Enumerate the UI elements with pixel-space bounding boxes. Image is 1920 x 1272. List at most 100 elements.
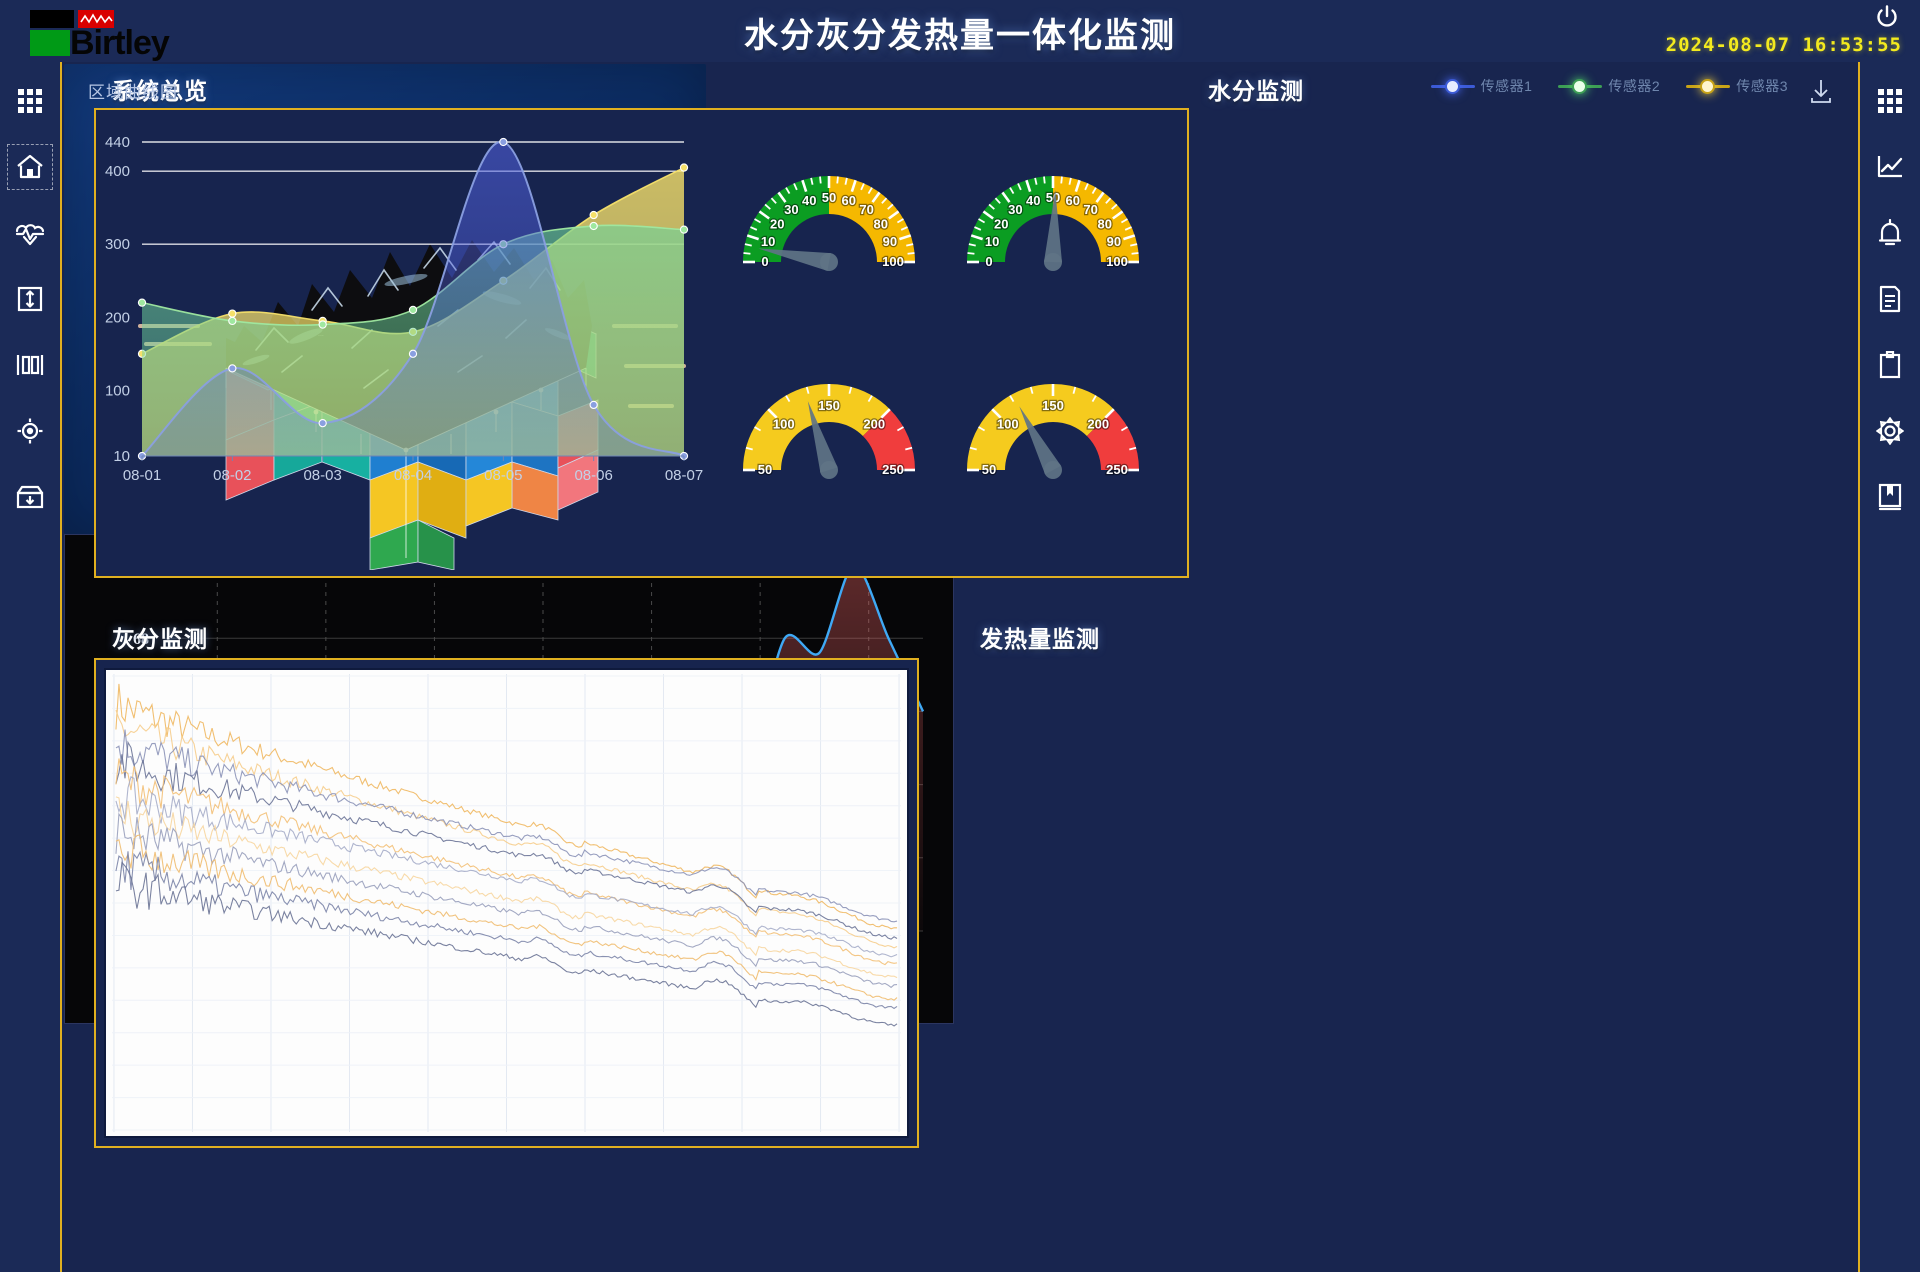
gauge-cluster: 0 10 20 30 40 50 60 70 80 90 100 0 10 20 30 40 50 60 70 80… [716,134,1176,554]
ash-chart-frame [104,668,909,1138]
svg-text:08-01: 08-01 [123,467,161,484]
legend-label-sensor2: 传感器2 [1608,78,1661,94]
legend-item-sensor3[interactable]: 传感器3 [1686,76,1788,96]
svg-text:40: 40 [1026,193,1040,208]
section-title-moisture: 水分监测 [1208,78,1304,104]
moisture-legend: 传感器1 传感器2 传感器3 [1430,76,1788,96]
sidebar-item-line-chart[interactable] [1867,144,1913,190]
svg-text:50: 50 [758,462,772,477]
svg-text:50: 50 [982,462,996,477]
svg-text:10: 10 [761,234,775,249]
svg-text:50: 50 [822,190,836,205]
logo-green-square [30,30,70,56]
svg-text:08-02: 08-02 [213,467,251,484]
sidebar-item-clipboard[interactable] [1867,342,1913,388]
sidebar-item-download[interactable] [7,474,53,520]
right-sidebar [1858,62,1920,1272]
sidebar-item-bell[interactable] [1867,210,1913,256]
svg-text:100: 100 [773,417,795,432]
sidebar-item-gear[interactable] [1867,408,1913,454]
svg-text:80: 80 [874,216,888,231]
datetime-display: 2024-08-07 16:53:55 [1665,34,1902,56]
sidebar-item-bar-chart[interactable] [7,342,53,388]
logo-red-square [78,10,114,28]
ash-spectra-chart [111,673,902,1133]
svg-text:30: 30 [1008,202,1022,217]
logo-text: Birtley [70,24,170,62]
svg-text:10: 10 [113,448,130,465]
svg-text:10: 10 [985,234,999,249]
svg-text:08-07: 08-07 [665,467,703,484]
legend-label-sensor1: 传感器1 [1480,78,1533,94]
svg-text:150: 150 [818,398,840,413]
legend-item-sensor1[interactable]: 传感器1 [1430,76,1533,96]
section-title-ash: 灰分监测 [112,626,208,652]
svg-text:0: 0 [761,254,768,269]
svg-text:30: 30 [784,202,798,217]
svg-text:440: 440 [105,134,130,151]
main-stage: 系统总览 [64,64,1856,1270]
moisture-chart-title: 区域曲线图 [88,83,178,102]
svg-text:250: 250 [1106,462,1128,477]
gauge-ash-1: 50 100 150 200 250 [724,342,934,514]
moisture-chart-header: 区域曲线图 传感器1 传感器2 [64,64,1856,116]
left-sidebar [0,62,62,1272]
svg-text:70: 70 [859,202,873,217]
svg-text:100: 100 [105,382,130,399]
download-icon[interactable] [1808,78,1834,109]
svg-text:70: 70 [1083,202,1097,217]
svg-text:80: 80 [1098,216,1112,231]
svg-text:300: 300 [105,236,130,253]
app-header: Birtley 水分灰分发热量一体化监测 2024-08-07 16:53:55 [0,0,1920,62]
moisture-area-chart: 440 400 300 200 100 10 08-01 08-02 08-03 08-04 08-… [105,134,703,484]
svg-text:08-06: 08-06 [574,467,612,484]
svg-text:200: 200 [1087,417,1109,432]
ash-panel [94,658,919,1148]
legend-marker-sensor2 [1558,77,1603,95]
moisture-panel: 区域曲线图 传感器1 传感器2 [64,64,1831,534]
power-icon[interactable] [1874,4,1900,30]
sidebar-item-target[interactable] [7,408,53,454]
gauge-moisture-2: 0 10 20 30 40 50 60 70 80 90 100 [948,134,1158,306]
gauge-moisture-1: 0 10 20 30 40 50 60 70 80 90 100 [724,134,934,306]
legend-marker-sensor1 [1430,77,1475,95]
svg-text:20: 20 [994,216,1008,231]
svg-text:100: 100 [1106,254,1128,269]
section-title-calorific: 发热量监测 [980,626,1100,652]
sidebar-item-document[interactable] [1867,276,1913,322]
sidebar-item-grid[interactable] [7,78,53,124]
svg-text:50: 50 [1046,190,1060,205]
svg-text:200: 200 [863,417,885,432]
sidebar-item-pulse[interactable] [7,210,53,256]
svg-text:100: 100 [882,254,904,269]
svg-text:08-03: 08-03 [303,467,341,484]
svg-text:400: 400 [105,163,130,180]
logo-black-square [30,10,74,28]
svg-text:40: 40 [802,193,816,208]
svg-text:0: 0 [985,254,992,269]
svg-text:90: 90 [883,234,897,249]
brand-logo: Birtley [26,8,170,62]
page-title: 水分灰分发热量一体化监测 [744,17,1176,55]
sidebar-item-home[interactable] [7,144,53,190]
svg-text:20: 20 [770,216,784,231]
gauge-ash-2: 50 100 150 200 250 [948,342,1158,514]
legend-item-sensor2[interactable]: 传感器2 [1558,76,1660,96]
svg-text:60: 60 [842,193,856,208]
sidebar-item-level[interactable] [7,276,53,322]
svg-text:08-04: 08-04 [394,467,432,484]
sidebar-item-grid[interactable] [1867,78,1913,124]
svg-text:60: 60 [1066,193,1080,208]
section-title-overview: 系统总览 [112,78,208,104]
svg-text:08-05: 08-05 [484,467,522,484]
legend-label-sensor3: 传感器3 [1736,78,1788,94]
svg-text:100: 100 [997,417,1019,432]
svg-text:68: 68 [133,631,149,648]
sidebar-item-book[interactable] [1867,474,1913,520]
svg-text:90: 90 [1107,234,1121,249]
legend-marker-sensor3 [1686,77,1731,95]
svg-text:250: 250 [882,462,904,477]
svg-text:150: 150 [1042,398,1064,413]
svg-text:200: 200 [105,309,130,326]
